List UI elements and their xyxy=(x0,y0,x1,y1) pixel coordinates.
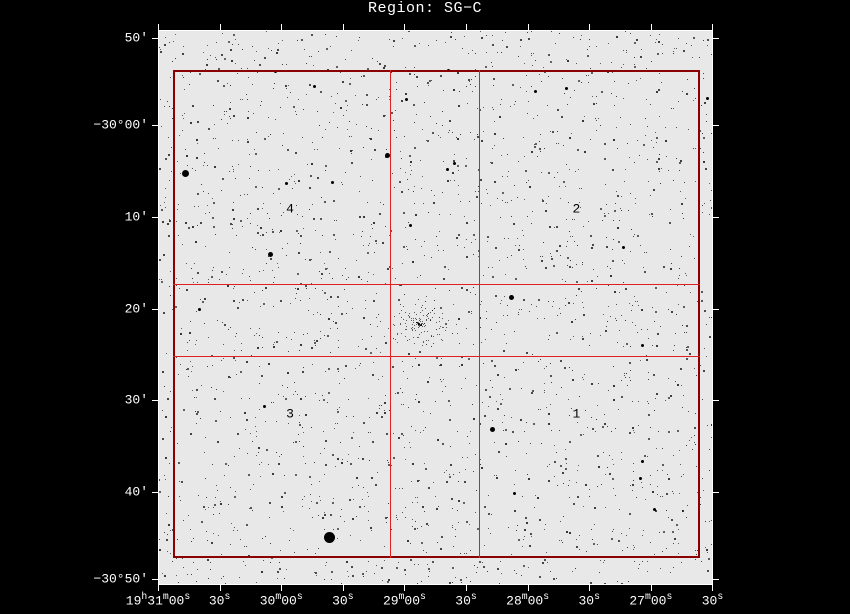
region-label: 2 xyxy=(572,201,580,216)
x-tick-mark xyxy=(158,585,159,591)
x-tick-mark xyxy=(712,585,713,591)
plot-frame: 4 2 3 1 xyxy=(158,30,713,585)
y-tick-mark xyxy=(152,125,158,126)
y-tick-mark xyxy=(713,217,719,218)
x-tick-mark xyxy=(651,585,652,591)
x-tick-mark xyxy=(712,24,713,30)
y-tick-label: 20' xyxy=(68,302,148,317)
x-tick-mark xyxy=(220,585,221,591)
x-tick-mark xyxy=(589,24,590,30)
x-tick-mark xyxy=(466,585,467,591)
x-tick-mark xyxy=(404,585,405,591)
x-tick-mark xyxy=(343,24,344,30)
x-tick-mark xyxy=(281,24,282,30)
x-tick-mark xyxy=(220,24,221,30)
x-tick-label: 19h31m00s xyxy=(126,591,190,608)
y-tick-mark xyxy=(152,309,158,310)
region-label: 4 xyxy=(286,201,294,216)
y-tick-mark xyxy=(713,38,719,39)
y-tick-mark xyxy=(713,125,719,126)
y-tick-label: 50' xyxy=(68,31,148,46)
figure-canvas: Region: SG−C 4 2 3 1 50' −30°00' 10' 20' 30' 40'… xyxy=(0,0,850,614)
x-tick-label: 28m00s xyxy=(506,591,549,608)
x-tick-label: 27m00s xyxy=(629,591,672,608)
y-tick-label: −30°00' xyxy=(68,117,148,132)
y-tick-mark xyxy=(152,38,158,39)
x-tick-label: 30s xyxy=(702,591,723,608)
x-tick-label: 30s xyxy=(332,591,353,608)
y-tick-mark xyxy=(152,492,158,493)
region-label: 3 xyxy=(286,406,294,421)
y-tick-mark xyxy=(152,217,158,218)
x-tick-mark xyxy=(528,24,529,30)
y-tick-mark xyxy=(152,579,158,580)
grid-overlay: 4 2 3 1 xyxy=(159,31,712,584)
grid-vline xyxy=(479,70,480,558)
x-tick-mark xyxy=(404,24,405,30)
x-tick-mark xyxy=(528,585,529,591)
y-tick-label: 40' xyxy=(68,485,148,500)
x-tick-label: 30s xyxy=(455,591,476,608)
y-tick-mark xyxy=(713,492,719,493)
x-tick-mark xyxy=(466,24,467,30)
y-tick-label: 10' xyxy=(68,210,148,225)
x-tick-mark xyxy=(281,585,282,591)
outer-region-box xyxy=(173,70,700,558)
y-tick-label: 30' xyxy=(68,393,148,408)
x-tick-label: 30s xyxy=(209,591,230,608)
grid-vline xyxy=(390,70,391,558)
x-tick-label: 29m00s xyxy=(383,591,426,608)
x-tick-mark xyxy=(343,585,344,591)
y-tick-label: −30°50' xyxy=(68,571,148,586)
x-tick-mark xyxy=(651,24,652,30)
y-tick-mark xyxy=(713,579,719,580)
x-tick-mark xyxy=(158,24,159,30)
grid-hline xyxy=(173,284,700,285)
x-tick-mark xyxy=(589,585,590,591)
y-tick-mark xyxy=(713,400,719,401)
y-tick-mark xyxy=(152,400,158,401)
y-tick-mark xyxy=(713,309,719,310)
region-label: 1 xyxy=(572,406,580,421)
figure-title: Region: SG−C xyxy=(0,0,850,17)
x-tick-label: 30m00s xyxy=(260,591,303,608)
x-tick-label: 30s xyxy=(579,591,600,608)
grid-hline xyxy=(173,356,700,357)
